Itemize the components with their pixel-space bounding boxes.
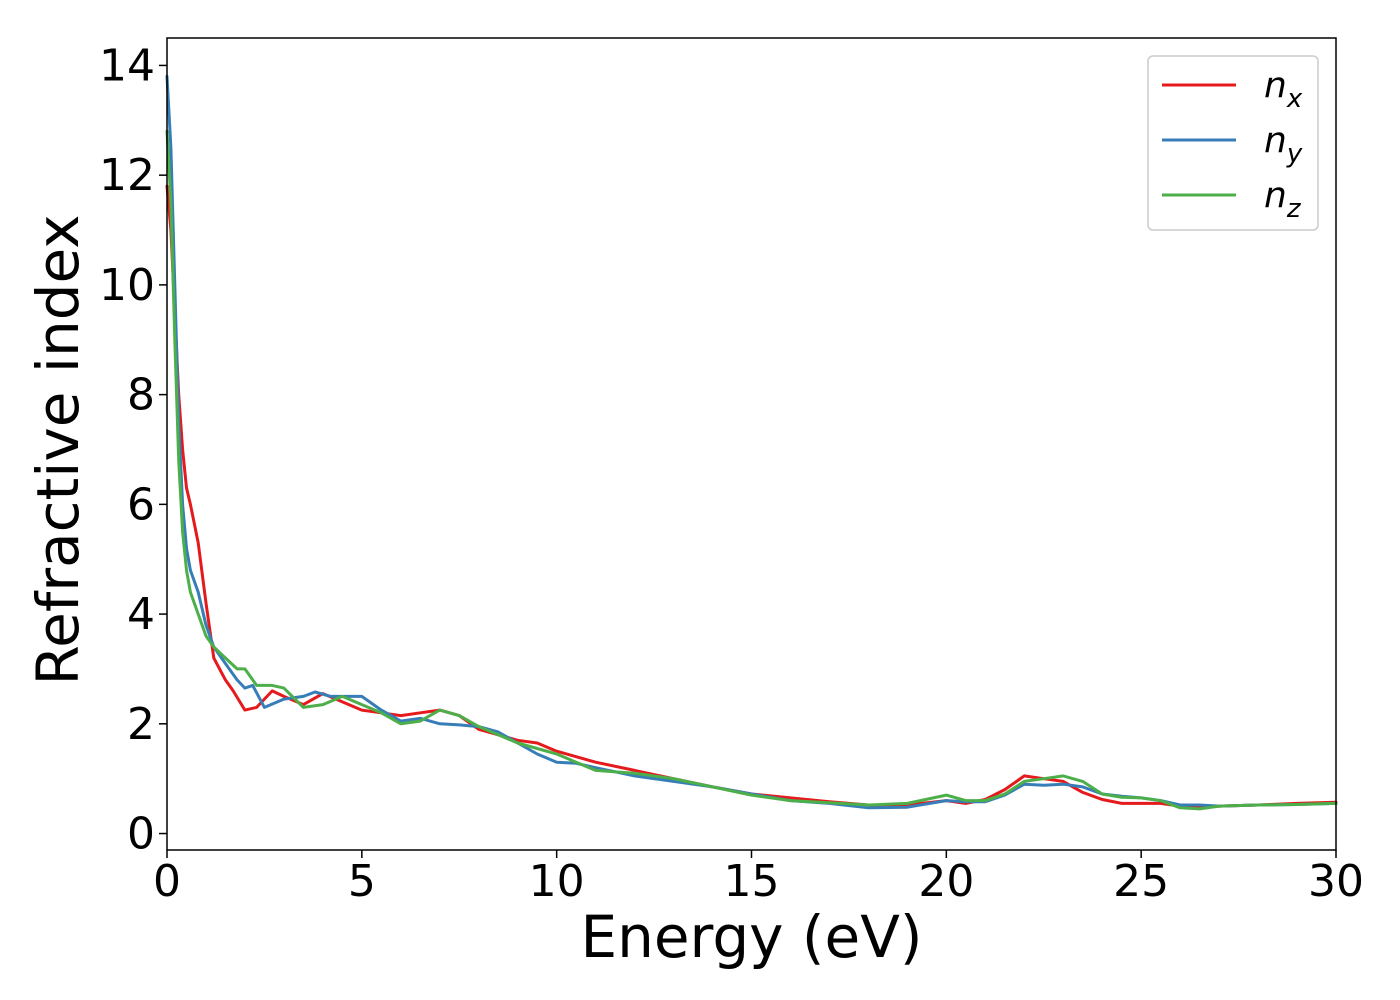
legend: nx ny nz bbox=[1147, 55, 1319, 231]
legend-label-z: nz bbox=[1264, 175, 1302, 224]
x-tick-label: 5 bbox=[348, 856, 376, 907]
legend-box bbox=[1147, 55, 1319, 231]
x-tick-label: 15 bbox=[724, 856, 780, 907]
y-tick-label: 12 bbox=[99, 150, 155, 201]
legend-label-y: ny bbox=[1264, 120, 1303, 169]
x-tick-label: 25 bbox=[1113, 856, 1169, 907]
y-tick-label: 6 bbox=[127, 479, 155, 530]
series-layer bbox=[165, 74, 1338, 811]
y-axis-title: Refractive index bbox=[24, 214, 92, 685]
x-axis: 0 5 10 15 20 25 30 bbox=[153, 850, 1364, 907]
y-tick-label: 8 bbox=[127, 370, 155, 421]
series-line-x bbox=[165, 184, 1338, 809]
y-tick-label: 0 bbox=[127, 809, 155, 860]
series-line-z bbox=[165, 129, 1338, 811]
series-line-y bbox=[165, 74, 1338, 810]
y-tick-label: 4 bbox=[127, 589, 155, 640]
y-tick-label: 2 bbox=[127, 699, 155, 750]
x-tick-label: 0 bbox=[153, 856, 181, 907]
legend-label-x: nx bbox=[1264, 65, 1303, 114]
x-tick-label: 30 bbox=[1308, 856, 1364, 907]
x-axis-title: Energy (eV) bbox=[580, 903, 922, 971]
y-tick-label: 10 bbox=[99, 260, 155, 311]
y-axis: 0 2 4 6 8 10 12 14 bbox=[99, 40, 167, 860]
x-tick-label: 10 bbox=[529, 856, 585, 907]
y-tick-label: 14 bbox=[99, 40, 155, 91]
x-tick-label: 20 bbox=[918, 856, 974, 907]
